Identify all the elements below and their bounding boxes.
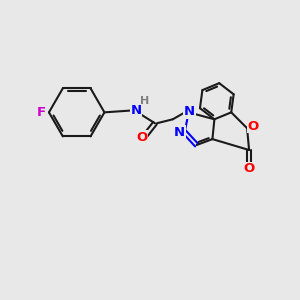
- Text: O: O: [136, 130, 148, 144]
- Text: O: O: [248, 120, 259, 133]
- Text: N: N: [184, 105, 195, 118]
- Text: N: N: [174, 126, 185, 139]
- Text: F: F: [37, 106, 46, 119]
- Text: H: H: [140, 97, 150, 106]
- Text: N: N: [130, 104, 142, 117]
- Text: O: O: [243, 162, 255, 175]
